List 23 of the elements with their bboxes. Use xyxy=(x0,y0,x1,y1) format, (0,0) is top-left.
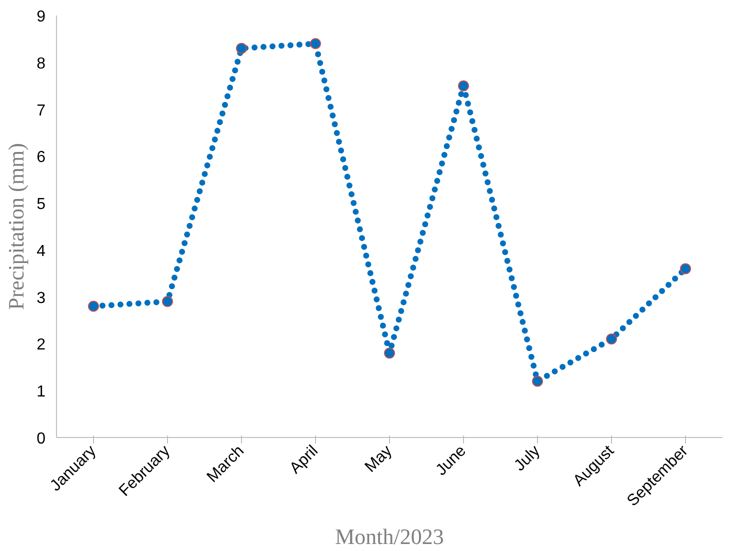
point xyxy=(458,80,469,92)
x-tick-label: July xyxy=(511,442,544,475)
point xyxy=(236,42,247,54)
point xyxy=(310,38,321,50)
y-tick-label: 0 xyxy=(36,430,46,448)
point xyxy=(606,334,617,345)
point xyxy=(384,348,395,359)
point xyxy=(88,300,99,312)
y-tick-label: 8 xyxy=(36,55,46,72)
point xyxy=(680,263,691,274)
y-tick-label: 2 xyxy=(36,336,46,354)
point xyxy=(162,296,173,308)
y-tick-label: 5 xyxy=(36,196,46,214)
point xyxy=(532,376,543,387)
y-tick-label: 4 xyxy=(36,242,46,260)
y-tick-label: 3 xyxy=(36,290,46,307)
y-tick-label: 6 xyxy=(36,149,46,166)
y-tick-label: 9 xyxy=(36,8,46,26)
x-tick-label: May xyxy=(362,442,396,476)
y-tick-label: 7 xyxy=(36,102,46,120)
x-axis-title: Month/2023 xyxy=(335,524,444,549)
y-axis-title: Precipitation (mm) xyxy=(4,143,29,310)
y-tick-label: 1 xyxy=(36,384,46,401)
